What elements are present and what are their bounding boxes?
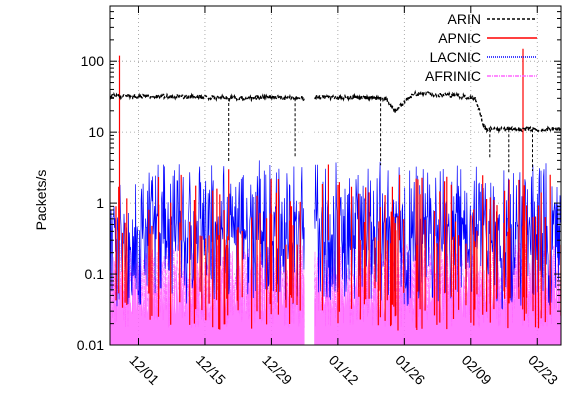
series-arin-spikes <box>228 98 533 174</box>
series-arin <box>110 89 561 134</box>
x-tick-label: 12/15 <box>193 352 229 388</box>
data-gap <box>304 7 315 345</box>
y-tick-label: 10 <box>88 124 104 140</box>
x-tick-label: 01/26 <box>392 352 428 388</box>
series-afrinic-area <box>110 251 561 345</box>
legend: ARIN APNIC LACNIC AFRINIC <box>425 11 537 84</box>
legend-label: AFRINIC <box>425 68 481 84</box>
plot-frame <box>109 5 562 346</box>
legend-label: APNIC <box>438 30 481 46</box>
legend-label: LACNIC <box>430 49 481 65</box>
series-layer <box>110 48 561 345</box>
series-apnic <box>115 48 561 331</box>
x-tick-label: 02/23 <box>525 352 561 388</box>
x-tick-label: 12/01 <box>126 352 162 388</box>
y-tick-label: 100 <box>81 53 105 69</box>
y-tick-label: 1 <box>96 195 104 211</box>
y-tick-label: 0.1 <box>85 266 105 282</box>
x-tick-label: 02/09 <box>459 352 495 388</box>
y-axis-label: Packets/s <box>33 170 49 231</box>
legend-label: ARIN <box>448 11 481 27</box>
y-tick-label: 0.01 <box>77 337 104 353</box>
x-tick-label: 01/12 <box>326 352 362 388</box>
x-tick-label: 12/29 <box>259 352 295 388</box>
grid-lines <box>110 6 561 345</box>
